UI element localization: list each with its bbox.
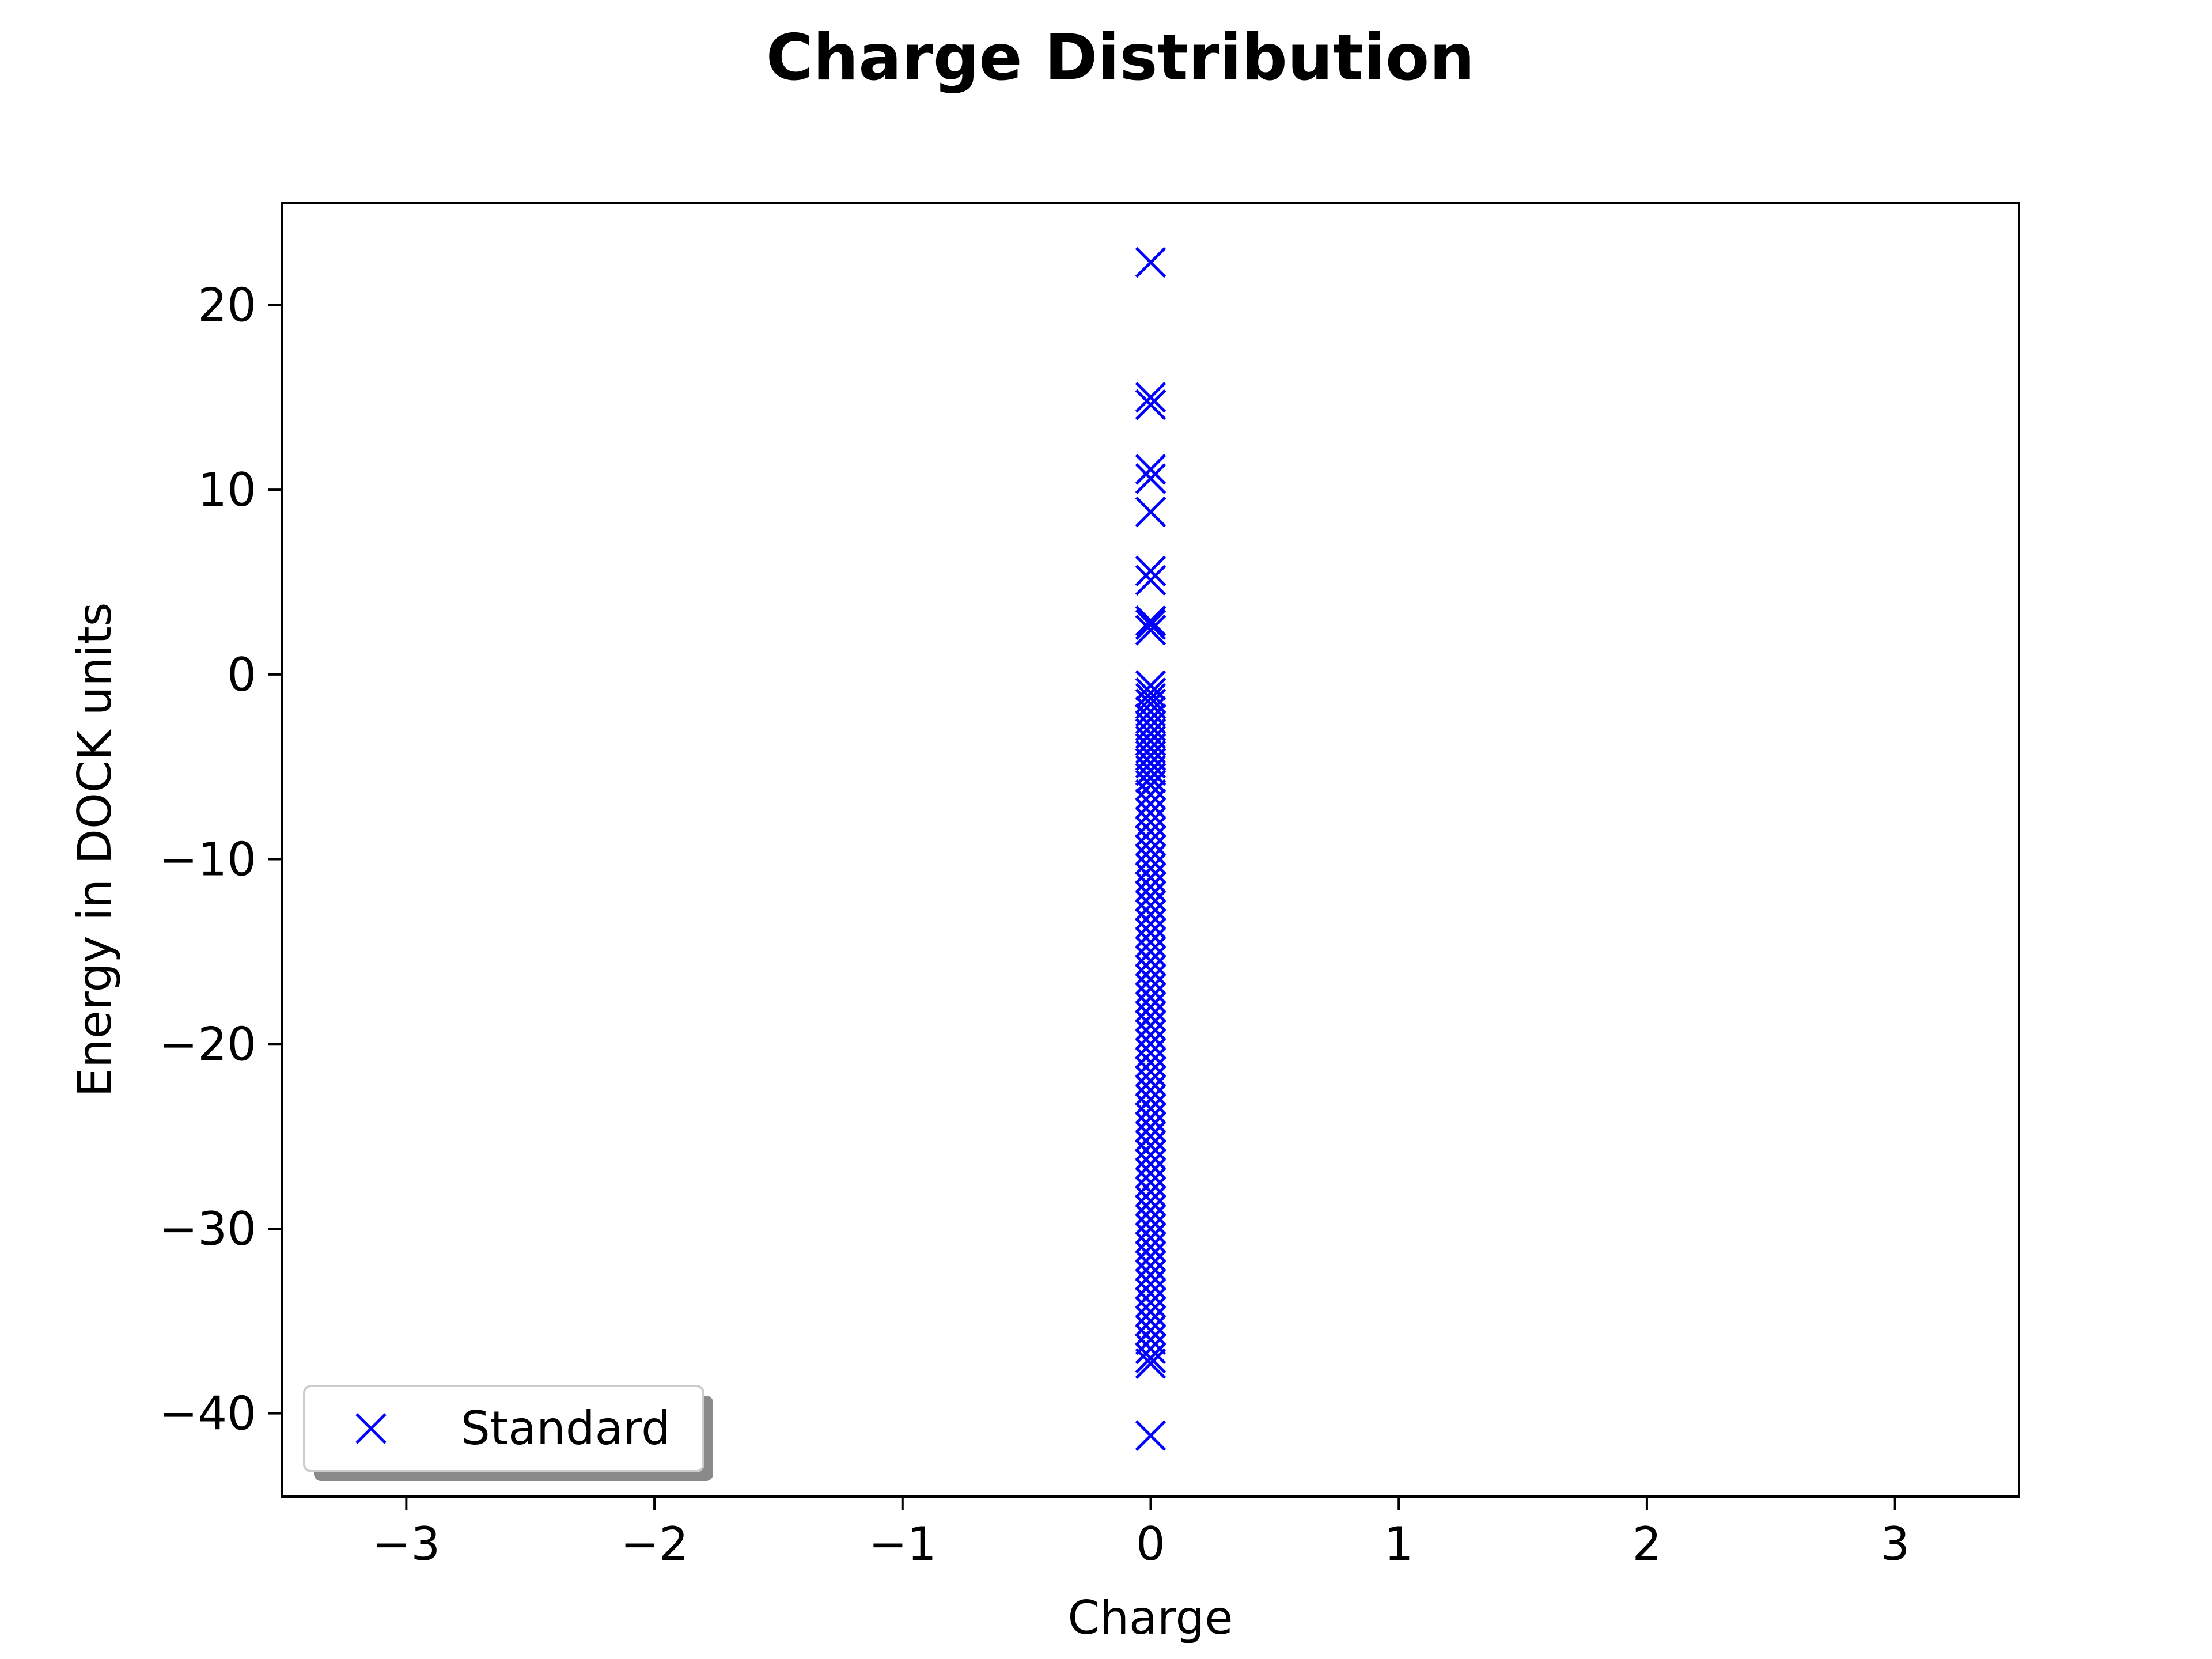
data-point — [1135, 703, 1166, 734]
y-tick-label: −40 — [159, 1387, 256, 1441]
x-tick-label: 3 — [1880, 1517, 1910, 1571]
y-axis-ticks: −40 −30 −20 −10 0 10 20 — [159, 278, 282, 1441]
data-point — [1135, 696, 1166, 727]
data-point — [1135, 762, 1166, 794]
data-point — [1135, 454, 1166, 485]
legend-label: Standard — [461, 1402, 671, 1455]
data-point — [1135, 247, 1166, 278]
data-point — [1135, 710, 1166, 742]
y-tick-label: 20 — [198, 278, 256, 332]
legend-marker — [355, 1413, 387, 1444]
data-point — [1135, 565, 1166, 596]
data-point — [1135, 1342, 1166, 1374]
x-axis-ticks: −3 −2 −1 0 1 2 3 — [372, 1497, 1910, 1571]
chart-title: Charge Distribution — [766, 21, 1475, 95]
x-tick-label: 0 — [1136, 1517, 1165, 1571]
legend: Standard — [303, 1385, 713, 1481]
data-point — [1135, 1420, 1166, 1451]
x-axis-label: Charge — [1067, 1591, 1233, 1645]
y-axis-label: Energy in DOCK units — [68, 603, 122, 1097]
y-tick-label: 10 — [198, 463, 256, 517]
data-point — [1135, 747, 1166, 779]
data-point — [1135, 615, 1166, 646]
data-point — [1135, 733, 1166, 764]
data-point — [1135, 688, 1166, 719]
data-point — [1135, 389, 1166, 421]
y-tick-label: 0 — [227, 648, 256, 702]
data-point — [1135, 381, 1166, 413]
y-tick-label: −10 — [159, 833, 256, 887]
data-point — [1135, 605, 1166, 637]
data-points — [1135, 247, 1166, 1451]
data-point — [1135, 1348, 1166, 1379]
x-tick-label: −3 — [372, 1517, 440, 1571]
data-point — [1135, 1333, 1166, 1365]
data-point — [1135, 555, 1166, 586]
y-tick-label: −30 — [159, 1202, 256, 1256]
legend-box — [303, 1385, 704, 1472]
x-tick-label: 1 — [1384, 1517, 1414, 1571]
data-point — [1135, 718, 1166, 749]
y-tick-label: −20 — [159, 1017, 256, 1071]
data-point — [1135, 755, 1166, 786]
x-tick-label: −1 — [869, 1517, 937, 1571]
data-point — [1135, 740, 1166, 771]
x-tick-label: 2 — [1632, 1517, 1661, 1571]
x-tick-label: −2 — [620, 1517, 688, 1571]
data-point — [1135, 609, 1166, 640]
data-point — [1135, 463, 1166, 494]
data-point — [1135, 725, 1166, 757]
data-point — [1135, 496, 1166, 528]
